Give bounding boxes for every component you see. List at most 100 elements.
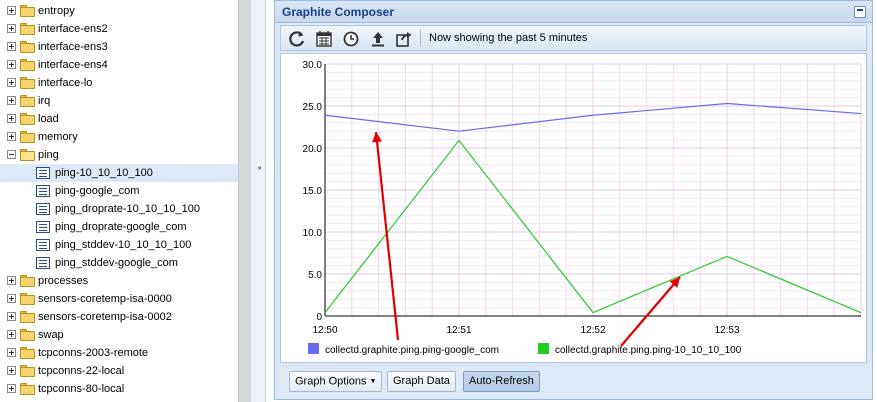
tree-leaf-item[interactable]: ping_droprate-10_10_10_100 <box>0 200 238 218</box>
tree-item-label: sensors-coretemp-isa-0000 <box>38 293 172 305</box>
tree-item-label: ping_stddev-10_10_10_100 <box>55 239 192 251</box>
calendar-icon[interactable] <box>314 29 334 49</box>
expand-icon[interactable] <box>7 78 16 87</box>
expand-icon[interactable] <box>7 114 16 123</box>
expand-icon[interactable] <box>7 384 16 393</box>
folder-icon <box>20 41 35 53</box>
expand-icon[interactable] <box>7 276 16 285</box>
tree-folder-item[interactable]: memory <box>0 128 238 146</box>
tree-item-label: processes <box>38 275 89 287</box>
tree-item-label: ping_stddev-google_com <box>55 257 178 269</box>
tree-item-label: swap <box>38 329 64 341</box>
composer-header: Graphite Composer <box>275 1 872 23</box>
auto-refresh-label: Auto-Refresh <box>469 375 534 387</box>
annotation-arrow-head <box>372 132 383 143</box>
y-tick-label: 15.0 <box>303 186 323 197</box>
tree-item-label: sensors-coretemp-isa-0002 <box>38 311 172 323</box>
graph-options-button[interactable]: Graph Options ▼ <box>289 371 383 392</box>
y-tick-label: 5.0 <box>308 270 322 281</box>
chevron-down-icon: ▼ <box>369 378 377 385</box>
tree-leaf-item[interactable]: ping_stddev-google_com <box>0 254 238 272</box>
graph-image[interactable]: 0 5.0 10.0 15.0 20.0 25.0 30.0 12:50 12:51 12:52 1… <box>280 53 867 363</box>
tree-item-label: ping-10_10_10_100 <box>55 167 153 179</box>
folder-icon <box>20 113 35 125</box>
tree-folder-item[interactable]: tcpconns-80-local <box>0 380 238 398</box>
metric-icon <box>36 185 50 197</box>
line-chart: 0 5.0 10.0 15.0 20.0 25.0 30.0 12:50 12:51 12:52 1… <box>303 60 862 356</box>
tree-folder-item[interactable]: load <box>0 110 238 128</box>
tree-item-label: tcpconns-2003-remote <box>38 347 149 359</box>
tree-item-label: load <box>38 113 59 125</box>
auto-refresh-button[interactable]: Auto-Refresh <box>463 371 540 392</box>
folder-icon <box>20 329 35 341</box>
legend-swatch <box>538 343 549 354</box>
expand-icon[interactable] <box>7 60 16 69</box>
series-line-1 <box>324 139 862 314</box>
expand-icon[interactable] <box>7 294 16 303</box>
tree-folder-item[interactable]: processes <box>0 272 238 290</box>
series-line-0 <box>324 102 862 132</box>
expand-icon[interactable] <box>7 96 16 105</box>
clock-icon[interactable] <box>341 29 361 49</box>
y-tick-label: 0 <box>316 312 322 323</box>
expand-icon[interactable] <box>7 42 16 51</box>
tree-folder-item[interactable]: sensors-coretemp-isa-0000 <box>0 290 238 308</box>
expand-icon[interactable] <box>7 330 16 339</box>
tree-item-label: tcpconns-80-local <box>38 383 125 395</box>
composer-title: Graphite Composer <box>282 5 395 19</box>
tree-folder-item[interactable]: interface-ens4 <box>0 56 238 74</box>
y-tick-label: 30.0 <box>303 60 323 71</box>
tree-folder-item[interactable]: entropy <box>0 2 238 20</box>
x-tick-label: 12:52 <box>580 325 605 336</box>
composer-panel: Graphite Composer Now showing the past 5… <box>274 0 873 400</box>
tree-scrollbar[interactable] <box>238 0 250 402</box>
x-tick-label: 12:51 <box>446 325 471 336</box>
metric-icon <box>36 257 50 269</box>
tree-folder-item[interactable]: irq <box>0 92 238 110</box>
expand-icon[interactable] <box>7 6 16 15</box>
expand-icon[interactable] <box>7 24 16 33</box>
tree-item-label: interface-ens4 <box>38 59 108 71</box>
metric-icon <box>36 203 50 215</box>
time-range-status: Now showing the past 5 minutes <box>429 32 588 44</box>
legend-label: collectd.graphite.ping.ping-google_com <box>325 345 499 356</box>
refresh-icon[interactable] <box>287 29 307 49</box>
tree-folder-item[interactable]: swap <box>0 326 238 344</box>
annotation-arrow <box>374 131 400 341</box>
tree-folder-item[interactable]: tcpconns-2003-remote <box>0 344 238 362</box>
tree-leaf-item[interactable]: ping_stddev-10_10_10_100 <box>0 236 238 254</box>
folder-icon <box>20 23 35 35</box>
expand-icon[interactable] <box>7 348 16 357</box>
tree-leaf-item[interactable]: ping-google_com <box>0 182 238 200</box>
tree-folder-item[interactable]: interface-lo <box>0 74 238 92</box>
tree-leaf-item[interactable]: ping-10_10_10_100 <box>0 164 238 182</box>
graph-data-label: Graph Data <box>393 375 450 387</box>
tree-leaf-item[interactable]: ping_droprate-google_com <box>0 218 238 236</box>
folder-icon <box>20 59 35 71</box>
upload-icon[interactable] <box>368 29 388 49</box>
tree-folder-item[interactable]: ping <box>0 146 238 164</box>
tree-folder-item[interactable]: interface-ens3 <box>0 38 238 56</box>
tree-item-label: interface-lo <box>38 77 93 89</box>
tree-item-label: interface-ens3 <box>38 41 108 53</box>
folder-icon <box>20 5 35 17</box>
expand-icon[interactable] <box>7 366 16 375</box>
graph-data-button[interactable]: Graph Data <box>387 371 456 392</box>
collapse-icon[interactable] <box>7 150 16 159</box>
tree-folder-item[interactable]: tcpconns-22-local <box>0 362 238 380</box>
collapse-arrow-icon[interactable]: ◂ <box>257 163 262 172</box>
expand-icon[interactable] <box>7 312 16 321</box>
tree-folder-item[interactable]: interface-ens2 <box>0 20 238 38</box>
folder-icon <box>20 383 35 395</box>
panel-splitter[interactable]: ◂ <box>250 0 266 402</box>
share-icon[interactable] <box>394 29 414 49</box>
folder-icon <box>20 293 35 305</box>
tree-folder-item[interactable]: sensors-coretemp-isa-0002 <box>0 308 238 326</box>
expand-icon[interactable] <box>7 132 16 141</box>
collapse-panel-button[interactable] <box>854 6 866 18</box>
tree-item-label: interface-ens2 <box>38 23 108 35</box>
legend-label: collectd.graphite.ping.ping-10_10_10_100 <box>555 345 742 356</box>
folder-icon <box>20 95 35 107</box>
graph-options-label: Graph Options <box>295 375 367 388</box>
tree-item-label: ping-google_com <box>55 185 140 197</box>
